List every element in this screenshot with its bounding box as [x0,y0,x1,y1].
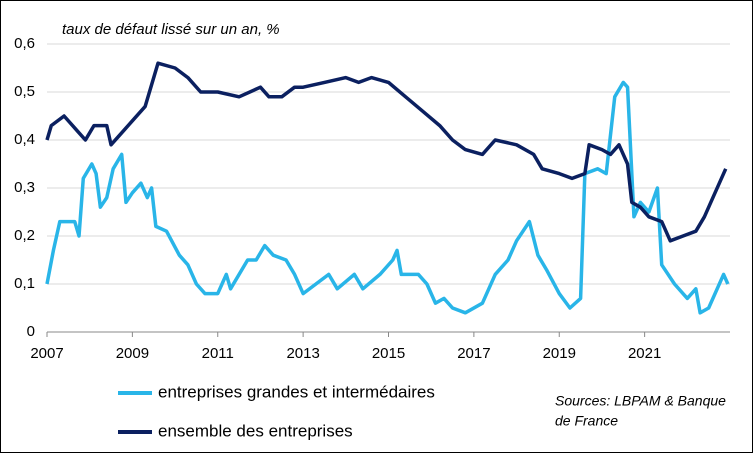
x-tick-label: 2013 [286,345,319,362]
source: Sources: LBPAM & Banque [555,393,726,409]
y-tick-label: 0,2 [14,227,35,244]
y-tick-label: 0,3 [14,179,35,196]
y-tick-label: 0,4 [14,131,35,148]
x-tick-label: 2007 [30,345,63,362]
x-tick-label: 2017 [457,345,490,362]
legend-label: ensemble des entreprises [158,421,353,440]
chart-title: taux de défaut lissé sur un an, % [62,21,280,38]
series-line [45,80,730,315]
source: de France [555,413,618,429]
x-tick-label: 2011 [202,345,234,362]
x-tick-label: 2019 [543,345,576,362]
y-tick-label: 0,6 [14,35,35,52]
legend-label: entreprises grandes et intermédaires [158,382,435,401]
y-tick-label: 0,1 [14,275,35,292]
x-tick-label: 2021 [628,345,661,362]
series-line [45,61,728,243]
y-tick-label: 0,5 [14,83,35,100]
x-tick-label: 2009 [116,345,149,362]
x-tick-label: 2015 [372,345,405,362]
y-tick-label: 0 [27,323,35,340]
